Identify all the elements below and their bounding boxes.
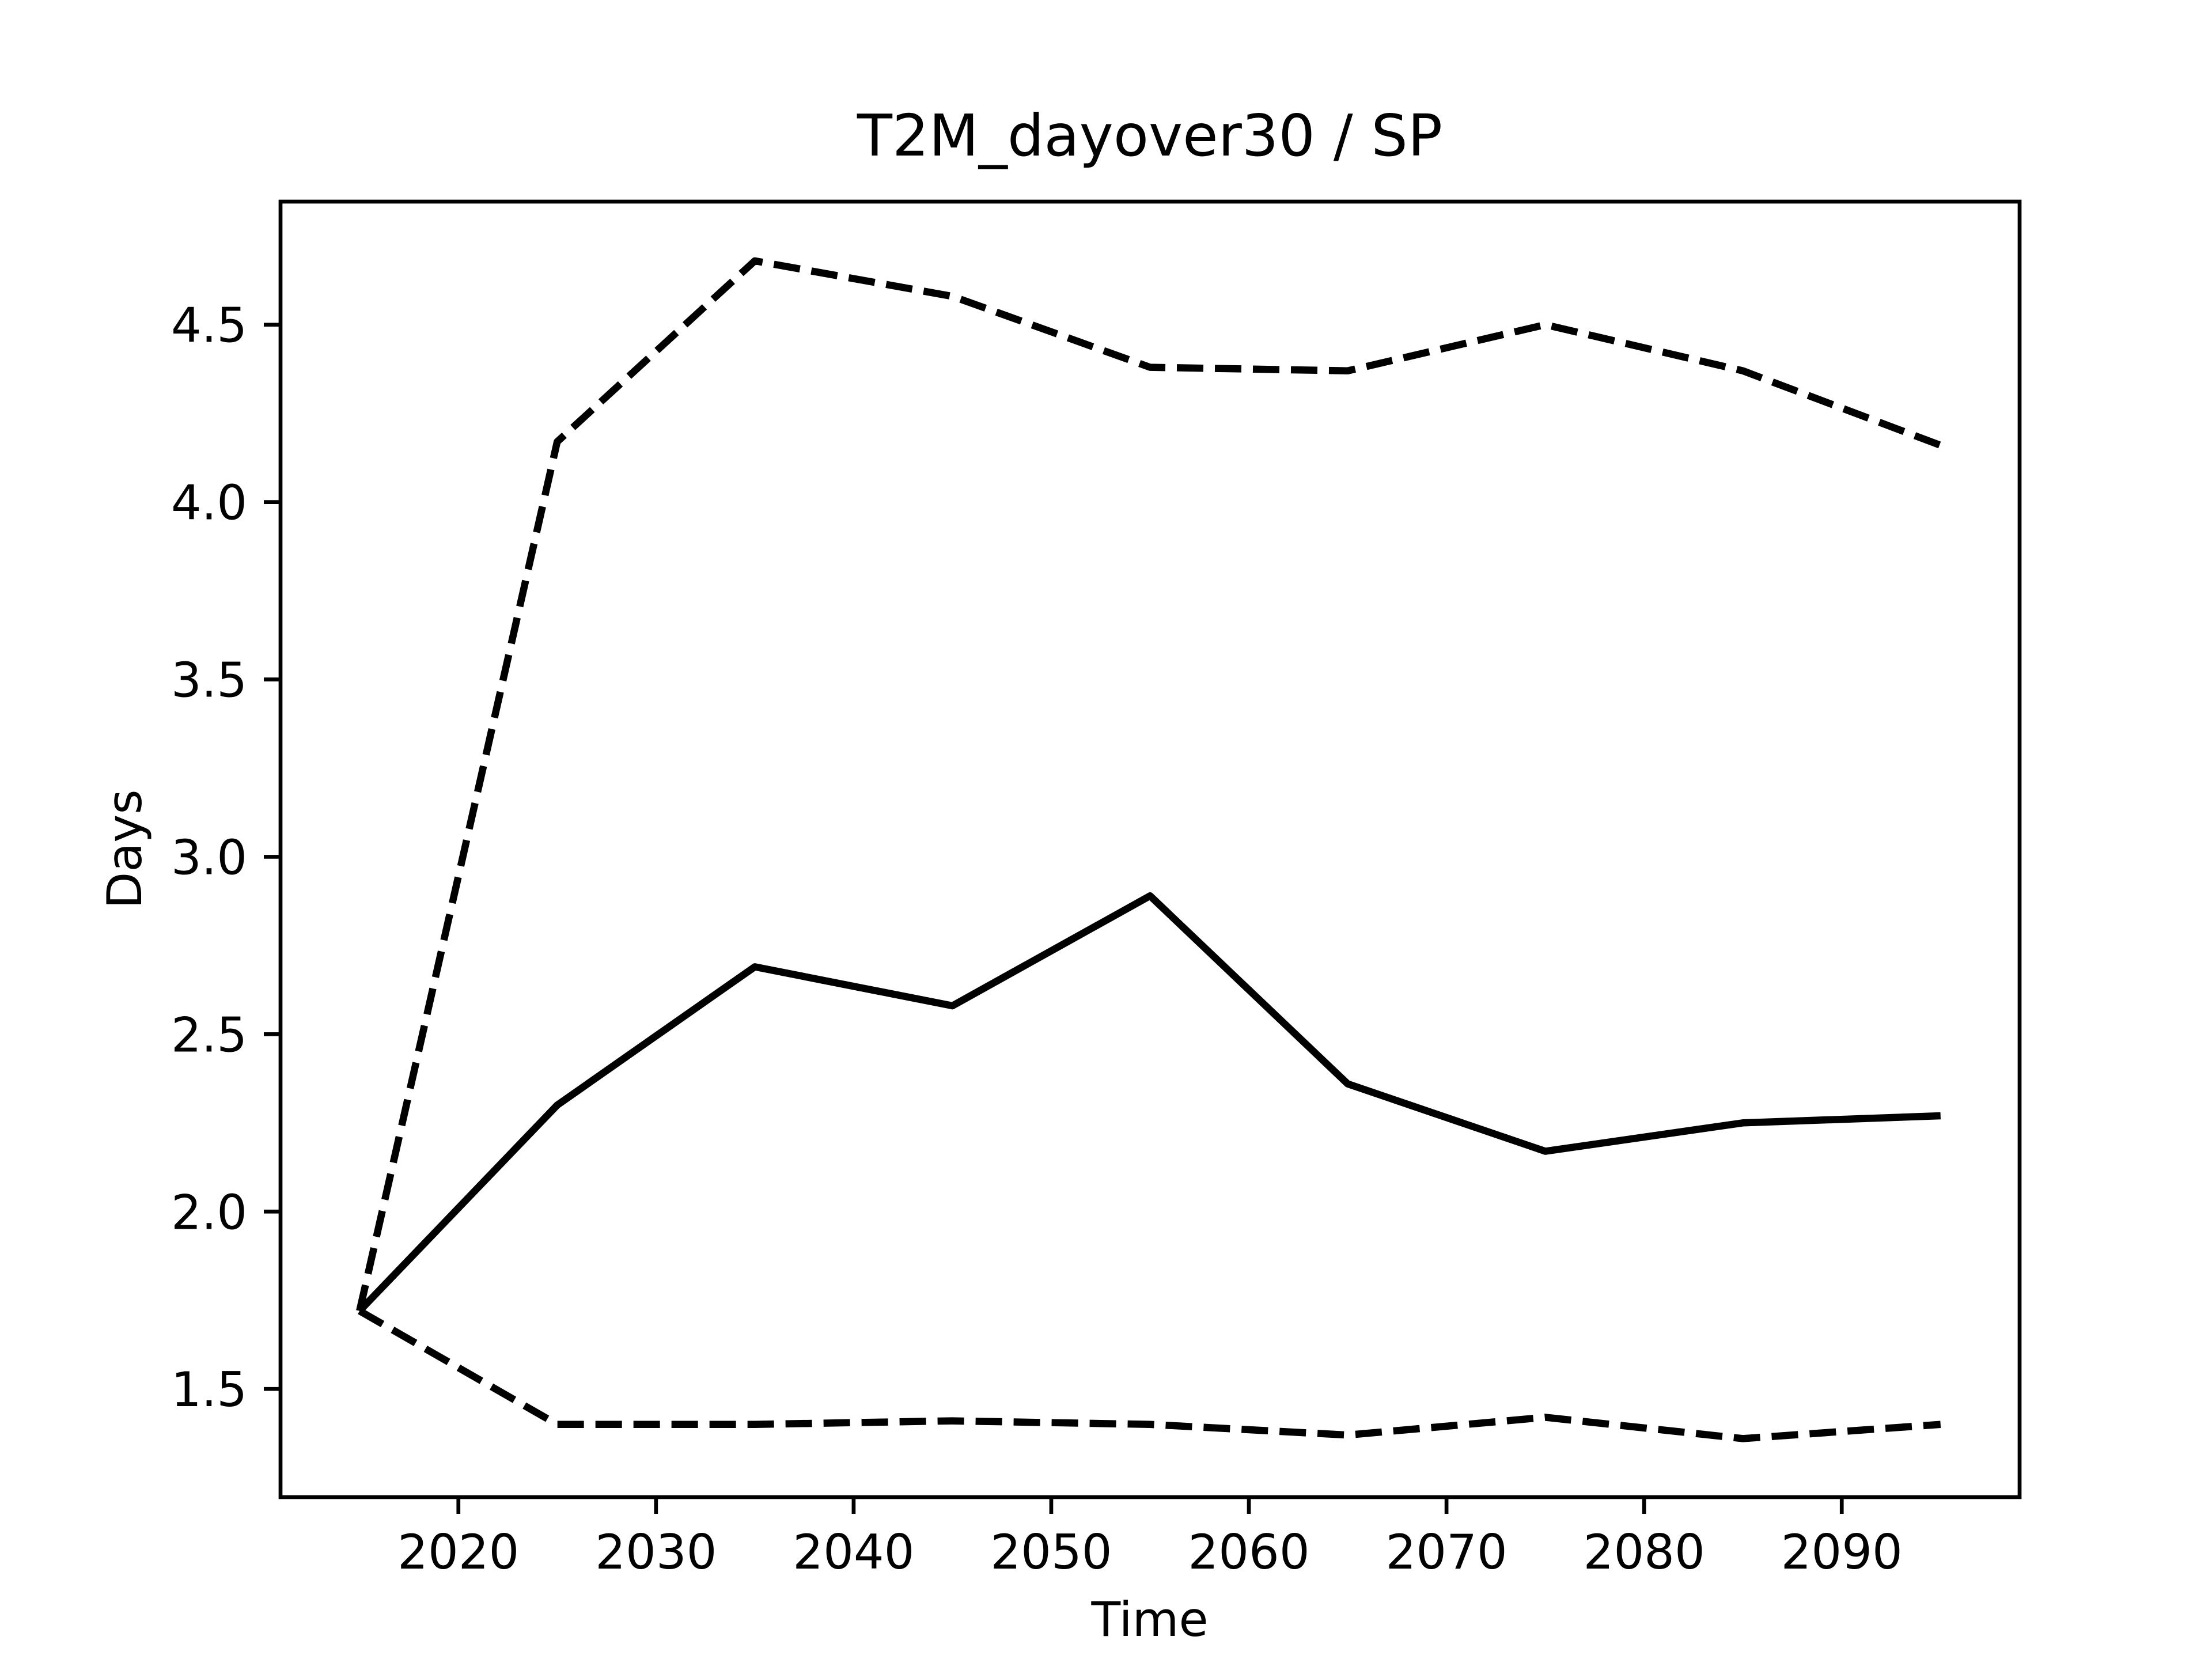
y-tick-label: 4.5 bbox=[171, 298, 247, 354]
y-tick-label: 3.5 bbox=[171, 653, 247, 709]
y-tick-label: 2.5 bbox=[171, 1007, 247, 1063]
y-axis-label: Days bbox=[97, 789, 153, 908]
x-tick-label: 2020 bbox=[397, 1524, 519, 1580]
x-tick-label: 2090 bbox=[1781, 1524, 1903, 1580]
y-tick-label: 2.0 bbox=[171, 1184, 247, 1240]
series-line bbox=[358, 1308, 1941, 1442]
x-tick-label: 2030 bbox=[595, 1524, 717, 1580]
x-tick-label: 2060 bbox=[1188, 1524, 1309, 1580]
x-axis-label: Time bbox=[1090, 1592, 1208, 1647]
series-line bbox=[356, 257, 1942, 1312]
chart-title: T2M_dayover30 / SP bbox=[857, 102, 1442, 169]
y-tick-label: 4.0 bbox=[171, 475, 247, 531]
x-tick-label: 2050 bbox=[990, 1524, 1112, 1580]
plot-frame bbox=[278, 199, 2022, 1499]
x-tick-label: 2070 bbox=[1385, 1524, 1507, 1580]
y-tick-label: 3.0 bbox=[171, 830, 247, 885]
y-tick-label: 1.5 bbox=[171, 1362, 247, 1418]
series-line bbox=[357, 892, 1941, 1314]
x-tick-label: 2040 bbox=[793, 1524, 914, 1580]
x-tick-label: 2080 bbox=[1584, 1524, 1705, 1580]
